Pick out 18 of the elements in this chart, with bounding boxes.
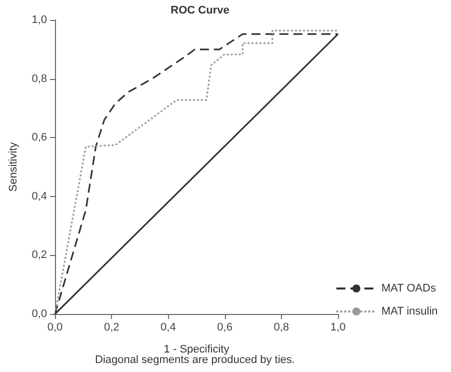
y-tick-label: 1,0	[32, 14, 47, 26]
y-tick-label: 0,2	[32, 249, 47, 262]
y-tick-label: 0,8	[32, 72, 47, 85]
legend-label: MAT insulin	[381, 306, 438, 318]
y-tick-label: 0,6	[32, 132, 47, 144]
y-tick-label: 0,4	[32, 190, 47, 202]
x-axis-title: 1 - Specificity	[164, 344, 230, 356]
x-tick-label: 0,6	[217, 322, 232, 334]
x-tick-label: 0,4	[160, 322, 176, 334]
text: Diagonal segments are produced by ties.	[95, 354, 295, 366]
x-tick-label: 0,8	[274, 322, 290, 334]
x-tick-label: 1,0	[330, 322, 346, 334]
y-axis-title: Sensitivity	[8, 142, 20, 192]
x-tick-label: 0,0	[47, 322, 63, 334]
chart-title: ROC Curve	[170, 4, 230, 16]
x-tick-label: 0,2	[104, 322, 120, 334]
legend-label: MAT OADs	[381, 282, 436, 294]
y-tick-label: 0,0	[32, 308, 47, 320]
